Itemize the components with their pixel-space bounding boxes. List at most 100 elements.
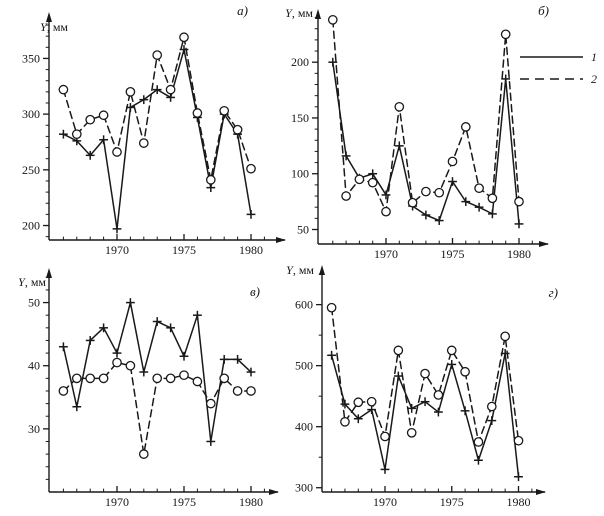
circle-marker [447, 156, 458, 167]
circle-marker [58, 386, 69, 396]
panel-a-axes: 200 250 300 350 1970 1975 1980 [22, 12, 286, 257]
circle-marker [446, 345, 457, 356]
svg-text:1980: 1980 [507, 495, 531, 509]
circle-marker [138, 138, 149, 148]
circle-marker [500, 331, 510, 342]
circle-marker [219, 105, 230, 116]
circle-marker [394, 101, 405, 112]
panel-v-ylabel: Y, мм [18, 275, 46, 289]
svg-text:1970: 1970 [105, 495, 129, 509]
circle-marker [474, 183, 484, 194]
panel-a-ylabel: Y, мм [40, 20, 68, 34]
panel-b-axes: 50 100 150 200 1970 1975 1980 [291, 9, 549, 261]
panel-g-ylabel: Y, мм [286, 263, 314, 277]
circle-marker [487, 193, 498, 204]
svg-text:1970: 1970 [105, 243, 129, 257]
circle-marker [152, 50, 163, 60]
panel-v-series-1-markers [59, 298, 256, 446]
svg-text:100: 100 [291, 167, 309, 181]
circle-marker [205, 175, 216, 185]
circle-marker [393, 345, 404, 356]
circle-marker [138, 449, 149, 459]
circle-marker [473, 437, 484, 447]
panel-v: 30 40 50 1970 1975 1980 Y, мм в) [18, 268, 279, 509]
panel-a-series-1-markers [59, 45, 256, 234]
circle-marker [421, 186, 431, 197]
circle-marker [340, 416, 350, 427]
circle-marker [380, 431, 390, 442]
panel-b-series-2-markers [327, 14, 524, 217]
svg-text:1975: 1975 [172, 243, 196, 257]
circle-marker [420, 368, 430, 379]
circle-marker [98, 110, 109, 121]
panel-g-letter: г) [549, 285, 558, 300]
svg-text:500: 500 [295, 359, 313, 373]
circle-marker [246, 163, 256, 174]
svg-text:600: 600 [295, 298, 313, 312]
circle-marker [125, 360, 136, 371]
circle-marker [71, 129, 82, 140]
circle-marker [179, 32, 189, 43]
svg-text:200: 200 [291, 55, 309, 69]
circle-marker [71, 373, 82, 384]
circle-marker [232, 124, 243, 135]
circle-marker [354, 174, 365, 185]
svg-text:1975: 1975 [441, 247, 465, 261]
circle-marker [326, 302, 337, 313]
circle-marker [460, 122, 471, 132]
circle-marker [58, 84, 69, 95]
svg-text:1975: 1975 [172, 495, 196, 509]
svg-text:1980: 1980 [239, 243, 263, 257]
svg-text:1975: 1975 [440, 495, 464, 509]
circle-marker [366, 396, 377, 407]
circle-marker [327, 14, 338, 25]
svg-text:1970: 1970 [374, 247, 398, 261]
svg-text:150: 150 [291, 111, 309, 125]
legend-label-2: 2 [591, 72, 597, 86]
circle-marker [85, 114, 96, 125]
panel-g-series-2-markers [326, 302, 524, 447]
circle-marker [407, 197, 418, 208]
svg-text:1980: 1980 [507, 247, 531, 261]
svg-text:50: 50 [297, 223, 309, 237]
panel-b-letter: б) [538, 3, 549, 18]
panel-a-series-1-line [62, 48, 252, 230]
circle-marker [219, 373, 230, 384]
panel-g-series-1-markers [327, 349, 523, 482]
circle-marker [192, 376, 203, 387]
circle-marker [165, 373, 176, 384]
circle-marker [232, 386, 243, 396]
panel-g: 300 400 500 600 1970 1975 1980 Y, мм г) [286, 263, 558, 509]
legend-label-1: 1 [591, 50, 597, 64]
svg-text:300: 300 [22, 107, 40, 121]
circle-marker [433, 390, 444, 400]
svg-text:1980: 1980 [239, 495, 263, 509]
svg-text:350: 350 [22, 51, 40, 65]
circle-marker [460, 366, 470, 377]
circle-marker [125, 87, 136, 97]
circle-marker [98, 373, 109, 384]
circle-marker [179, 370, 189, 381]
circle-marker [152, 373, 163, 384]
circle-marker [353, 397, 364, 408]
svg-text:40: 40 [28, 359, 40, 373]
panel-a: 200 250 300 350 1970 1975 1980 Y, мм а) [22, 3, 286, 257]
svg-text:250: 250 [22, 163, 40, 177]
svg-text:200: 200 [22, 219, 40, 233]
svg-text:300: 300 [295, 481, 313, 495]
circle-marker [112, 357, 122, 368]
circle-marker [406, 427, 417, 438]
circle-marker [367, 177, 378, 188]
panel-v-series-2-markers [58, 357, 256, 459]
panel-a-series-2-markers [58, 32, 256, 185]
circle-marker [192, 108, 203, 118]
panel-v-axes: 30 40 50 1970 1975 1980 [28, 268, 279, 509]
panel-v-letter: в) [250, 284, 260, 299]
svg-text:30: 30 [28, 422, 40, 436]
circle-marker [341, 191, 351, 201]
panel-g-axes: 300 400 500 600 1970 1975 1980 [295, 265, 546, 509]
circle-marker [112, 147, 122, 157]
